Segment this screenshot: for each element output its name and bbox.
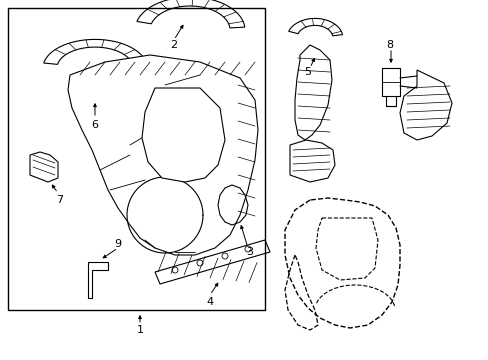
Text: 4: 4 [206, 297, 213, 307]
Text: 5: 5 [304, 67, 311, 77]
Text: 9: 9 [114, 239, 122, 249]
Text: 2: 2 [170, 40, 177, 50]
Text: 6: 6 [91, 120, 98, 130]
Text: 3: 3 [246, 247, 253, 257]
Polygon shape [68, 55, 258, 255]
Polygon shape [142, 88, 224, 182]
Text: 7: 7 [56, 195, 63, 205]
Text: 1: 1 [136, 325, 143, 335]
Text: 8: 8 [386, 40, 393, 50]
